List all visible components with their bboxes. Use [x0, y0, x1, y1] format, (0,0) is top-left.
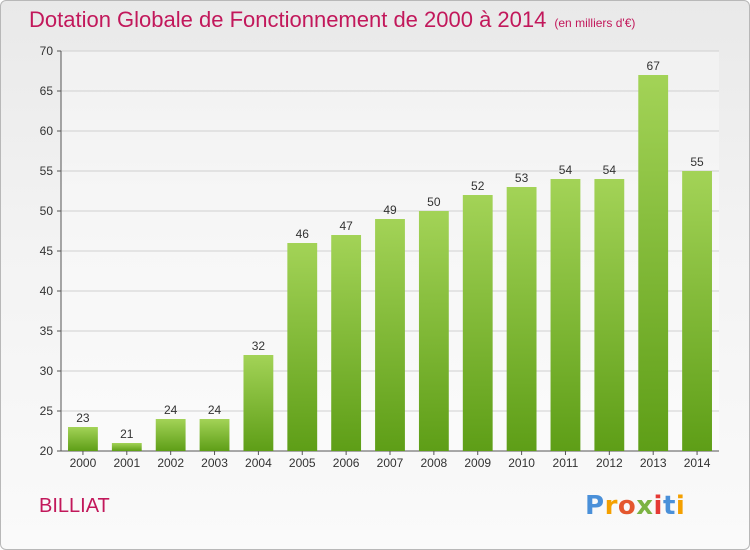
bar — [682, 171, 712, 451]
bar — [638, 75, 669, 451]
bar — [111, 443, 142, 451]
y-tick-label: 65 — [40, 84, 54, 98]
bar-value-label: 54 — [603, 163, 617, 177]
y-tick-label: 70 — [40, 44, 54, 58]
x-tick-label: 2001 — [113, 456, 140, 470]
y-tick-label: 20 — [40, 444, 54, 458]
x-tick-label: 2014 — [684, 456, 711, 470]
bar-value-label: 47 — [339, 219, 353, 233]
bar — [331, 235, 362, 451]
bar-value-label: 54 — [559, 163, 573, 177]
chart-title: Dotation Globale de Fonctionnement de 20… — [29, 7, 635, 33]
y-tick-label: 50 — [40, 204, 54, 218]
bar — [68, 427, 98, 451]
y-tick-label: 25 — [40, 404, 54, 418]
bar — [199, 419, 230, 451]
bar — [155, 419, 186, 451]
x-tick-label: 2010 — [508, 456, 535, 470]
x-tick-label: 2000 — [70, 456, 97, 470]
bar-value-label: 55 — [690, 155, 704, 169]
bar-value-label: 46 — [296, 227, 310, 241]
bar-value-label: 32 — [252, 339, 266, 353]
y-tick-label: 40 — [40, 284, 54, 298]
x-tick-label: 2009 — [464, 456, 491, 470]
bar — [287, 243, 318, 451]
chart-title-text: Dotation Globale de Fonctionnement de 20… — [29, 7, 547, 32]
bar — [375, 219, 405, 451]
bar-value-label: 23 — [76, 411, 90, 425]
bar — [506, 187, 537, 451]
bar-value-label: 21 — [120, 427, 134, 441]
x-tick-label: 2013 — [640, 456, 667, 470]
bar — [243, 355, 274, 451]
bar-value-label: 50 — [427, 195, 441, 209]
bar-value-label: 67 — [647, 59, 661, 73]
y-tick-label: 45 — [40, 244, 54, 258]
bar-value-label: 53 — [515, 171, 529, 185]
y-tick-label: 30 — [40, 364, 54, 378]
x-tick-label: 2002 — [157, 456, 184, 470]
x-tick-label: 2011 — [553, 456, 579, 470]
x-tick-label: 2005 — [289, 456, 316, 470]
y-tick-label: 60 — [40, 124, 54, 138]
bar-value-label: 49 — [383, 203, 397, 217]
bar — [550, 179, 581, 451]
bar-value-label: 52 — [471, 179, 485, 193]
y-tick-label: 55 — [40, 164, 54, 178]
x-tick-label: 2004 — [245, 456, 272, 470]
x-tick-label: 2012 — [596, 456, 623, 470]
bar-value-label: 24 — [208, 403, 222, 417]
x-tick-label: 2008 — [421, 456, 448, 470]
x-tick-label: 2006 — [333, 456, 360, 470]
bar — [418, 211, 449, 451]
x-tick-label: 2003 — [201, 456, 228, 470]
commune-name: BILLIAT — [39, 495, 110, 517]
y-tick-label: 35 — [40, 324, 54, 338]
x-tick-label: 2007 — [377, 456, 404, 470]
bar — [462, 195, 493, 451]
bar-value-label: 24 — [164, 403, 178, 417]
proxiti-logo: Proxiti — [585, 491, 686, 521]
bar — [594, 179, 625, 451]
chart-unit: (en milliers d'€) — [554, 16, 636, 30]
